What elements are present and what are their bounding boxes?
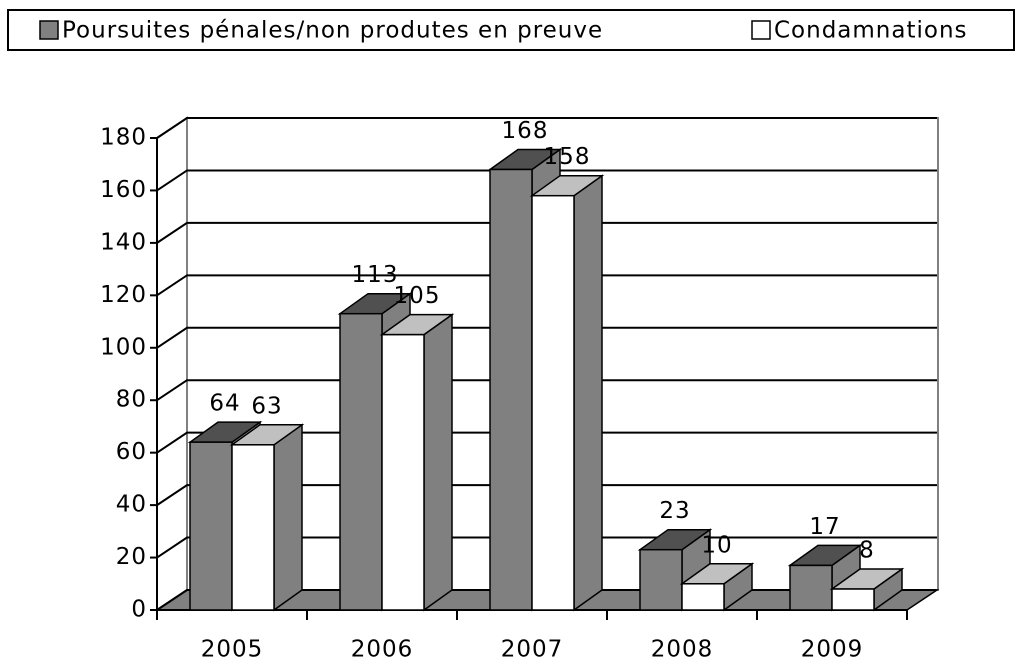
bar xyxy=(789,564,833,611)
grid-line xyxy=(156,169,937,192)
grid-line xyxy=(156,117,937,139)
legend-swatch xyxy=(39,20,59,40)
y-tick-label: 40 xyxy=(116,492,147,518)
y-tick-label: 60 xyxy=(116,439,147,465)
grid-line xyxy=(156,431,937,454)
y-tick-label: 160 xyxy=(100,177,147,203)
y-tick-label: 100 xyxy=(100,334,147,360)
bar-side xyxy=(273,423,303,612)
legend-box xyxy=(7,9,1015,51)
x-tick-label: 2006 xyxy=(351,637,414,663)
bar xyxy=(531,194,575,611)
value-label: 158 xyxy=(544,144,591,170)
legend-label: Condamnations xyxy=(774,18,968,44)
grid-line xyxy=(156,379,937,402)
value-label: 168 xyxy=(502,118,549,144)
bar-side xyxy=(423,313,453,612)
y-tick-label: 140 xyxy=(100,229,147,255)
x-tick-label: 2008 xyxy=(651,637,714,663)
bar xyxy=(639,548,683,611)
side-wall xyxy=(156,116,188,612)
x-tick-label: 2007 xyxy=(501,637,564,663)
grid-line xyxy=(156,326,937,349)
bar xyxy=(831,588,875,611)
y-tick-label: 180 xyxy=(100,125,147,151)
y-tick-label: 80 xyxy=(116,387,147,413)
y-tick-label: 0 xyxy=(131,597,147,623)
value-label: 10 xyxy=(701,532,732,558)
legend-label: Poursuites pénales/non produtes en preuv… xyxy=(62,18,603,44)
y-tick-label: 20 xyxy=(116,544,147,570)
bar xyxy=(231,444,275,611)
value-label: 17 xyxy=(809,514,840,540)
value-label: 63 xyxy=(251,393,282,419)
grid-line xyxy=(156,274,937,297)
value-label: 8 xyxy=(859,538,875,564)
value-label: 105 xyxy=(394,283,441,309)
value-label: 23 xyxy=(659,498,690,524)
x-tick-label: 2009 xyxy=(801,637,864,663)
grid-line xyxy=(156,221,937,244)
bar xyxy=(489,168,533,611)
bar xyxy=(339,312,383,611)
legend-swatch xyxy=(751,20,771,40)
x-tick-label: 2005 xyxy=(201,637,264,663)
grid-line xyxy=(156,484,937,506)
value-label: 113 xyxy=(352,262,399,288)
bar xyxy=(189,441,233,611)
bar xyxy=(381,333,425,611)
bar-side xyxy=(573,174,603,612)
y-tick-label: 120 xyxy=(100,282,147,308)
bar xyxy=(681,583,725,611)
value-label: 64 xyxy=(209,391,240,417)
